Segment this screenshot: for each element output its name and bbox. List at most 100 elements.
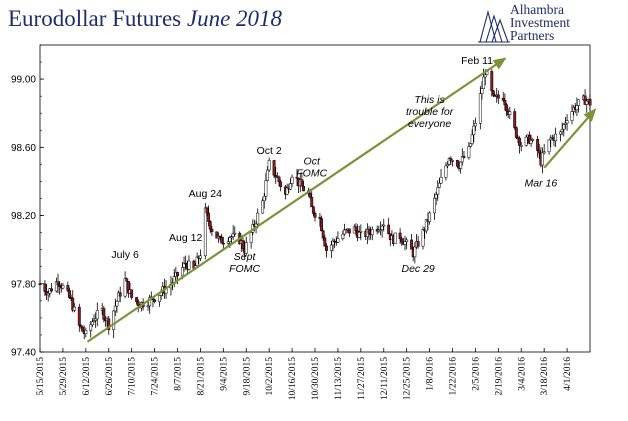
candle-up bbox=[266, 169, 269, 181]
candle-down bbox=[241, 240, 245, 249]
candle-up bbox=[421, 229, 425, 247]
x-tick-label: 7/24/2015 bbox=[151, 357, 161, 396]
trend-arrows bbox=[86, 57, 597, 343]
candle-down bbox=[588, 98, 592, 106]
candle-up bbox=[469, 143, 472, 147]
y-tick-label: 99.00 bbox=[11, 75, 36, 86]
annotation-line: Oct 2 bbox=[257, 145, 282, 157]
candle-up bbox=[195, 256, 199, 266]
candle-up bbox=[554, 133, 558, 142]
logo-line-2: Investment bbox=[510, 15, 570, 30]
candle-up bbox=[89, 324, 93, 331]
candle-down bbox=[367, 228, 371, 234]
candle-up bbox=[359, 231, 363, 233]
candle-down bbox=[536, 139, 540, 151]
x-tick-label: 7/10/2015 bbox=[128, 357, 138, 396]
candle-up bbox=[123, 278, 127, 297]
candle-up bbox=[290, 176, 294, 184]
candle-down bbox=[311, 206, 315, 214]
candle-down bbox=[66, 285, 70, 291]
candle-down bbox=[68, 290, 71, 298]
x-tick-label: 5/15/2015 bbox=[36, 357, 46, 396]
candle-down bbox=[153, 299, 157, 302]
candle-up bbox=[244, 242, 248, 254]
x-tick-label: 12/25/2015 bbox=[403, 357, 413, 401]
candle-up bbox=[117, 292, 121, 302]
annotation-line: trouble for bbox=[406, 106, 454, 118]
candle-up bbox=[198, 255, 202, 259]
candle-down bbox=[308, 193, 312, 198]
candle-down bbox=[38, 283, 42, 286]
candle-up bbox=[444, 165, 448, 178]
candle-up bbox=[480, 88, 484, 94]
candle-up bbox=[519, 145, 523, 147]
annotation-line: This is bbox=[414, 94, 445, 106]
x-tick-label: 2/19/2016 bbox=[494, 357, 504, 396]
candle-up bbox=[529, 140, 533, 144]
candle-up bbox=[542, 151, 546, 154]
candle-up bbox=[249, 232, 253, 243]
candle-up bbox=[264, 180, 268, 197]
x-tick-label: 10/2/2015 bbox=[265, 357, 275, 396]
candle-up bbox=[470, 134, 474, 144]
candle-up bbox=[261, 200, 265, 214]
candle-down bbox=[462, 156, 466, 158]
candle-down bbox=[208, 221, 212, 230]
candle-down bbox=[501, 97, 505, 101]
candle-down bbox=[79, 325, 83, 328]
candle-down bbox=[176, 272, 179, 277]
candle-up bbox=[467, 146, 471, 158]
annotation-line: Feb 11 bbox=[461, 55, 493, 67]
annotation-line: Sept bbox=[234, 251, 257, 263]
candle-down bbox=[136, 301, 140, 306]
candle-up bbox=[228, 237, 232, 242]
candle-down bbox=[102, 308, 106, 320]
x-tick-label: 6/26/2015 bbox=[105, 357, 115, 396]
candle-up bbox=[158, 295, 161, 302]
candle-down bbox=[207, 212, 211, 222]
candle-down bbox=[323, 237, 327, 247]
candle-up bbox=[54, 281, 58, 292]
trend-line bbox=[543, 109, 596, 169]
trend-arrowhead bbox=[492, 57, 507, 70]
candle-down bbox=[58, 284, 62, 287]
candle-up bbox=[285, 187, 289, 195]
x-tick-label: 4/1/2016 bbox=[563, 357, 573, 391]
candle-down bbox=[205, 207, 209, 214]
candle-down bbox=[318, 217, 322, 219]
candle-up bbox=[115, 300, 119, 307]
logo-text: Alhambra Investment Partners bbox=[510, 3, 570, 43]
candle-down bbox=[277, 176, 281, 183]
candle-up bbox=[447, 158, 451, 165]
candle-up bbox=[436, 187, 440, 195]
candle-down bbox=[491, 90, 495, 96]
annotation-label: Oct FOMC bbox=[296, 155, 327, 179]
candle-up bbox=[547, 139, 551, 153]
candle-up bbox=[459, 161, 463, 169]
candle-up bbox=[424, 219, 428, 232]
x-tick-label: 10/30/2015 bbox=[311, 357, 321, 401]
annotation-label: Aug 24 bbox=[189, 188, 222, 200]
candle-up bbox=[344, 229, 348, 231]
title-em: June 2018 bbox=[186, 6, 283, 31]
candle-up bbox=[472, 125, 476, 136]
trend-arrowhead bbox=[583, 108, 597, 122]
candle-up bbox=[434, 194, 438, 199]
candle-up bbox=[94, 318, 98, 321]
candle-down bbox=[125, 278, 129, 282]
candle-up bbox=[341, 233, 345, 239]
candle-up bbox=[329, 244, 333, 251]
candle-down bbox=[107, 318, 111, 331]
candle-up bbox=[92, 320, 96, 323]
candle-up bbox=[559, 131, 562, 135]
candle-up bbox=[84, 330, 88, 334]
candle-down bbox=[503, 100, 507, 106]
annotation-label: Feb 11 bbox=[461, 55, 493, 67]
candle-up bbox=[428, 212, 432, 222]
annotation-line: Mar 16 bbox=[525, 178, 558, 190]
candle-down bbox=[81, 326, 85, 332]
candle-down bbox=[527, 134, 531, 144]
annotation-label: Aug 12 bbox=[169, 232, 202, 244]
candle-down bbox=[320, 218, 323, 232]
candle-down bbox=[43, 283, 47, 292]
